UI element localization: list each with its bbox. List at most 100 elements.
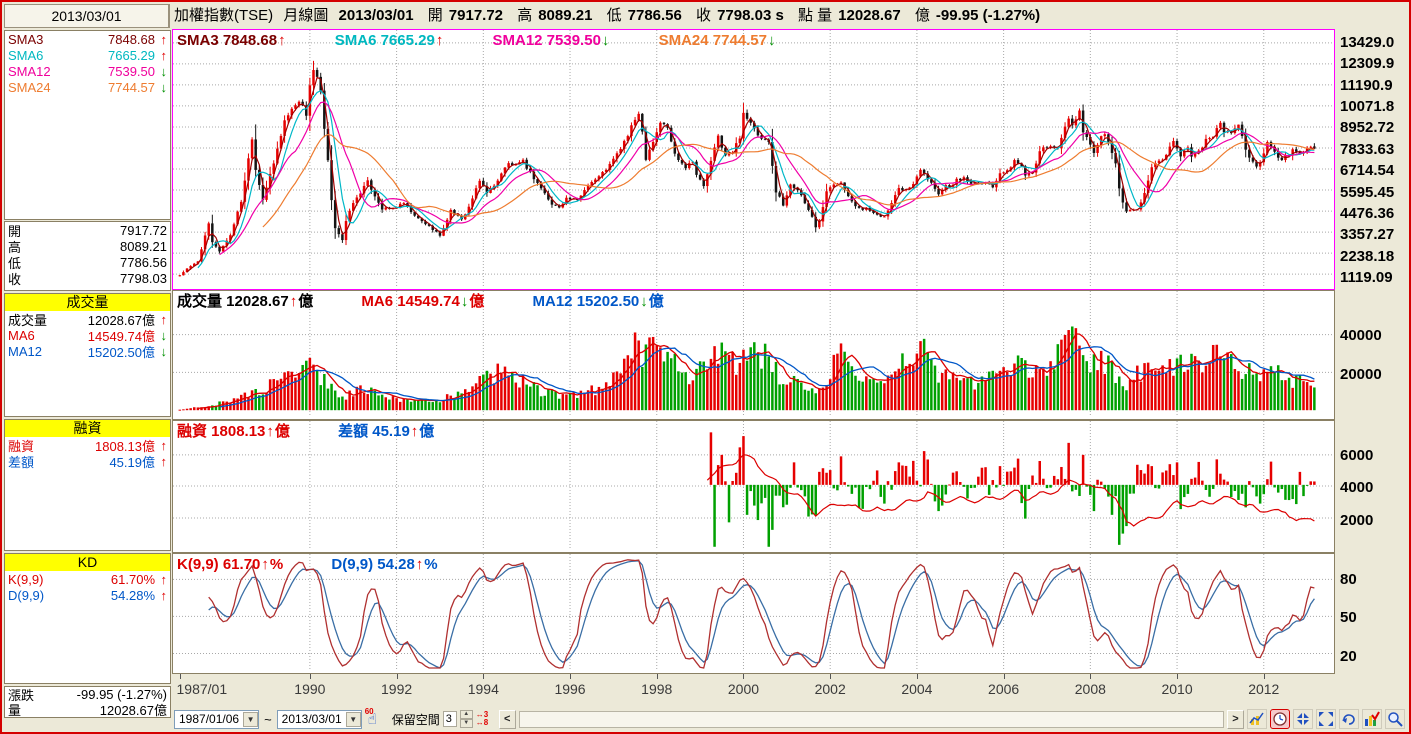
header-date: 2013/03/01 (338, 7, 414, 24)
x-axis-tick (1177, 674, 1179, 679)
ohlc-info-panel: 開 7917.72 高 8089.21 低 7786.56 收 7798.03 (4, 221, 171, 291)
sma-info-panel: SMA3 7848.68 ↑ SMA6 7665.29 ↑ SMA12 7539.50 ↓ … (4, 30, 171, 220)
x-axis-tick (396, 674, 398, 679)
kd-panel-header: KD (5, 554, 170, 571)
margin-y-axis: 6000 4000 2000 (1338, 420, 1409, 553)
y-axis-label: 4000 (1340, 479, 1374, 497)
volume-panel-header: 成交量 (5, 294, 170, 311)
y-axis-label: 2000 (1340, 512, 1374, 530)
x-axis-label: 1998 (641, 681, 673, 697)
x-axis-label: 1994 (467, 681, 499, 697)
kd-y-axis: 80 50 20 (1338, 553, 1409, 674)
y-axis-label: 40000 (1340, 326, 1382, 344)
y-axis-label: 7833.63 (1340, 140, 1395, 158)
x-axis-tick (483, 674, 485, 679)
chevron-down-icon[interactable]: ▼ (345, 711, 361, 727)
zoom-icon[interactable] (1385, 709, 1405, 729)
bar-spacing-icon[interactable]: ↔3 ↔8 (475, 710, 489, 727)
close-value: 7798.03 s (717, 7, 784, 24)
high-row: 高 8089.21 (8, 238, 167, 255)
volume-plot (173, 291, 1332, 417)
open-value: 7917.72 (448, 7, 504, 24)
volume-chart-panel[interactable]: 成交量 12028.67↑億 MA6 14549.74↓億 MA12 15202… (172, 290, 1335, 420)
hand-tool-icon[interactable]: 60 ☝ (364, 707, 377, 728)
y-axis-label: 2238.18 (1340, 247, 1395, 265)
kd-info-panel: KD K(9,9) 61.70% ↑ D(9,9) 54.28% ↑ (4, 553, 171, 684)
reserve-space-input[interactable]: 3 (442, 711, 457, 727)
down-arrow-icon: ↓ (160, 79, 168, 95)
stats-check-icon[interactable] (1362, 709, 1382, 729)
kd-plot (173, 554, 1332, 671)
volume-y-axis: 40000 20000 (1338, 290, 1409, 420)
scroll-left-button[interactable]: < (498, 709, 516, 729)
down-arrow-icon: ↓ (160, 343, 168, 359)
change-row: 漲跌 -99.95 (-1.27%) (8, 687, 167, 703)
x-axis-tick (656, 674, 658, 679)
d-row: D(9,9) 54.28% ↑ (8, 587, 167, 603)
trend-chart-icon[interactable] (1247, 709, 1267, 729)
y-axis-label: 11190.9 (1340, 76, 1393, 94)
scrollbar-track[interactable] (518, 710, 1224, 728)
volume-row: 成交量 12028.67億 ↑ (8, 311, 168, 328)
price-chart-panel[interactable]: SMA3 7848.68↑ SMA6 7665.29↑ SMA12 7539.5… (172, 29, 1335, 290)
y-axis-label: 20 (1340, 647, 1357, 665)
chevron-down-icon[interactable]: ▼ (243, 711, 259, 727)
x-axis-label: 1987/01 (176, 681, 228, 697)
collapse-bars-icon[interactable] (1293, 709, 1313, 729)
y-axis-label: 12309.9 (1340, 55, 1395, 73)
x-axis-label: 1990 (294, 681, 326, 697)
x-axis-label: 2006 (988, 681, 1020, 697)
k-row: K(9,9) 61.70% ↑ (8, 571, 168, 587)
sma12-row: SMA12 7539.50 ↓ (8, 63, 167, 79)
reserve-space-label: 保留空間 (391, 712, 440, 727)
chart-type: 月線圖 (283, 7, 329, 24)
spinner-down-icon[interactable]: ▼ (459, 719, 473, 728)
y-axis-label: 3357.27 (1340, 226, 1395, 244)
chart-title-bar: 加權指數(TSE) 月線圖 2013/03/01 開 7917.72 高 8089.… (174, 7, 1041, 24)
change-value: -99.95 (-1.27%) (935, 7, 1041, 24)
change-info-panel: 漲跌 -99.95 (-1.27%) 量 12028.67億 (4, 686, 171, 718)
up-arrow-icon: ↑ (160, 571, 168, 587)
close-row: 收 7798.03 (8, 270, 167, 287)
x-axis-label: 2010 (1161, 681, 1193, 697)
bottom-toolbar: 1987/01/06 ▼ ~ 2013/03/01 ▼ 60 ☝ 保留空間 3 ▲ ▼ … (172, 706, 1407, 732)
y-axis-label: 4476.36 (1340, 204, 1395, 222)
x-axis-label: 2012 (1248, 681, 1280, 697)
expand-bars-icon[interactable] (1316, 709, 1336, 729)
x-axis-tick (309, 674, 311, 679)
x-axis: 1987/01 1990 1992 1994 1996 1998 2000 2002 2004 2… (172, 674, 1335, 705)
scroll-right-button[interactable]: > (1227, 709, 1244, 729)
margin-chart-panel[interactable]: 融資 1808.13↑億 差額 45.19↑億 (172, 420, 1335, 553)
x-axis-label: 2008 (1074, 681, 1106, 697)
date-range-separator: ~ (264, 711, 272, 727)
y-axis-label: 6000 (1340, 446, 1374, 464)
undo-icon[interactable] (1339, 709, 1359, 729)
clock-icon[interactable] (1270, 709, 1290, 729)
candlestick-plot (173, 30, 1332, 287)
sma6-row: SMA6 7665.29 ↑ (8, 47, 168, 63)
x-axis-tick (1263, 674, 1265, 679)
x-axis-label: 2002 (814, 681, 846, 697)
volume-info-panel: 成交量 成交量 12028.67億 ↑ MA6 14549.74億 ↓ MA12 1520… (4, 293, 171, 417)
volume-ma12-row: MA12 15202.50億 ↓ (8, 343, 168, 360)
margin-panel-header: 融資 (5, 420, 170, 437)
volume-ma6-row: MA6 14549.74億 ↓ (8, 327, 167, 344)
y-axis-label: 1119.09 (1340, 268, 1393, 286)
y-axis-label: 50 (1340, 609, 1357, 627)
low-row: 低 7786.56 (8, 254, 167, 271)
margin-row: 融資 1808.13億 ↑ (8, 437, 167, 454)
kd-chart-panel[interactable]: K(9,9) 61.70↑% D(9,9) 54.28↑% (172, 553, 1335, 674)
y-axis-label: 5595.45 (1340, 183, 1395, 201)
from-date-select[interactable]: 1987/01/06 ▼ (174, 709, 260, 729)
up-arrow-icon: ↑ (160, 311, 168, 327)
to-date-select[interactable]: 2013/03/01 ▼ (276, 709, 362, 729)
open-row: 開 7917.72 (8, 222, 167, 239)
up-arrow-icon: ↑ (160, 47, 168, 63)
x-axis-label: 1992 (381, 681, 413, 697)
current-date-box: 2013/03/01 (4, 4, 170, 28)
spinner-up-icon[interactable]: ▲ (459, 710, 473, 719)
reserve-space-spinner[interactable]: ▲ ▼ (459, 710, 473, 728)
margin-info-panel: 融資 融資 1808.13億 ↑ 差額 45.19億 ↑ (4, 419, 171, 551)
low-value: 7786.56 (627, 7, 682, 24)
